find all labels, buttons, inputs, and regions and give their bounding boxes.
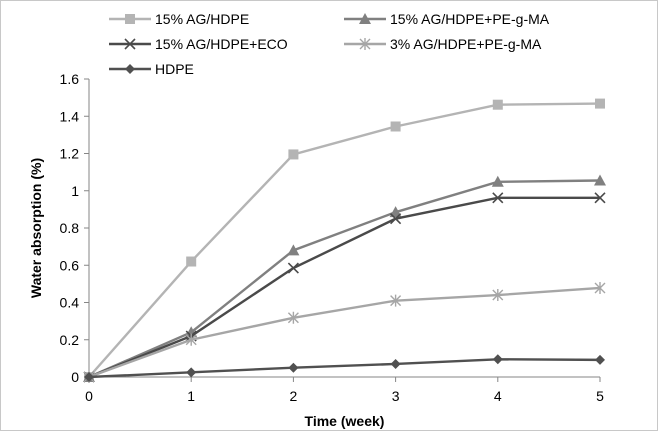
data-point [492, 192, 504, 204]
data-point [287, 262, 299, 274]
series-4 [83, 281, 606, 383]
data-point [390, 294, 402, 307]
data-point [390, 213, 402, 225]
data-point [390, 358, 401, 369]
data-point [389, 206, 402, 218]
data-point [594, 281, 606, 294]
y-axis-title: Water absorption (%) [28, 158, 44, 298]
data-point [594, 192, 606, 204]
series-5 [84, 354, 605, 382]
series-1 [84, 98, 605, 382]
x-tick-label: 2 [290, 388, 298, 404]
x-axis-title: Time (week) [305, 413, 385, 429]
data-point [492, 354, 503, 365]
legend-marker [125, 14, 135, 24]
data-point [492, 99, 503, 110]
axes: 0 0.2 0.4 0.6 0.8 1 1.2 1.4 1.6 0 1 2 3 4 5 [60, 71, 605, 404]
series-line [88, 102, 601, 378]
data-point [186, 367, 197, 378]
legend-label: 15% AG/HDPE [155, 11, 249, 27]
data-point [185, 333, 197, 346]
data-point [287, 311, 299, 324]
x-tick-label: 3 [392, 388, 400, 404]
series-line [88, 179, 601, 379]
legend-marker [124, 38, 136, 50]
series-layer [83, 98, 606, 383]
x-tick-label: 1 [187, 388, 195, 404]
y-tick-label: 1 [71, 183, 79, 199]
data-point [595, 98, 605, 109]
x-tick-label: 4 [494, 388, 502, 404]
y-tick-label: 0.8 [60, 220, 80, 236]
legend-entry: HDPE [109, 61, 194, 77]
y-tick-label: 0.2 [60, 332, 80, 348]
series-line [88, 358, 601, 379]
data-point [288, 362, 299, 373]
y-tick-label: 1.2 [60, 146, 80, 162]
x-tick-label: 0 [85, 388, 93, 404]
legend-entry: 15% AG/HDPE+PE-g-MA [344, 11, 550, 27]
data-point [595, 354, 605, 365]
legend-label: HDPE [155, 61, 194, 77]
legend-label: 15% AG/HDPE+ECO [155, 36, 288, 52]
data-point [186, 256, 197, 267]
legend: 15% AG/HDPE 15% AG/HDPE+PE-g-MA 15% AG/HDP… [109, 11, 550, 77]
y-tick-label: 1.6 [60, 71, 80, 87]
data-point [84, 372, 94, 382]
data-point [594, 174, 606, 186]
legend-marker [125, 64, 135, 74]
y-tick-label: 0 [71, 369, 79, 385]
legend-entry: 15% AG/HDPE+ECO [109, 36, 288, 52]
y-tick-label: 0.4 [60, 295, 80, 311]
legend-entry: 15% AG/HDPE [109, 11, 249, 27]
y-tick-label: 0.6 [60, 257, 80, 273]
data-point [288, 149, 299, 160]
x-tick-label: 5 [596, 388, 604, 404]
data-point [287, 244, 300, 256]
data-point [390, 121, 401, 132]
data-point [491, 175, 504, 187]
series-line [88, 196, 600, 379]
series-3 [83, 192, 606, 383]
legend-label: 15% AG/HDPE+PE-g-MA [390, 11, 550, 27]
legend-marker [359, 38, 371, 50]
legend-marker [359, 13, 371, 24]
legend-entry: 3% AG/HDPE+PE-g-MA [344, 36, 542, 52]
data-point [492, 289, 504, 302]
legend-label: 3% AG/HDPE+PE-g-MA [390, 36, 542, 52]
y-tick-label: 1.4 [60, 108, 80, 124]
series-line [88, 286, 601, 379]
